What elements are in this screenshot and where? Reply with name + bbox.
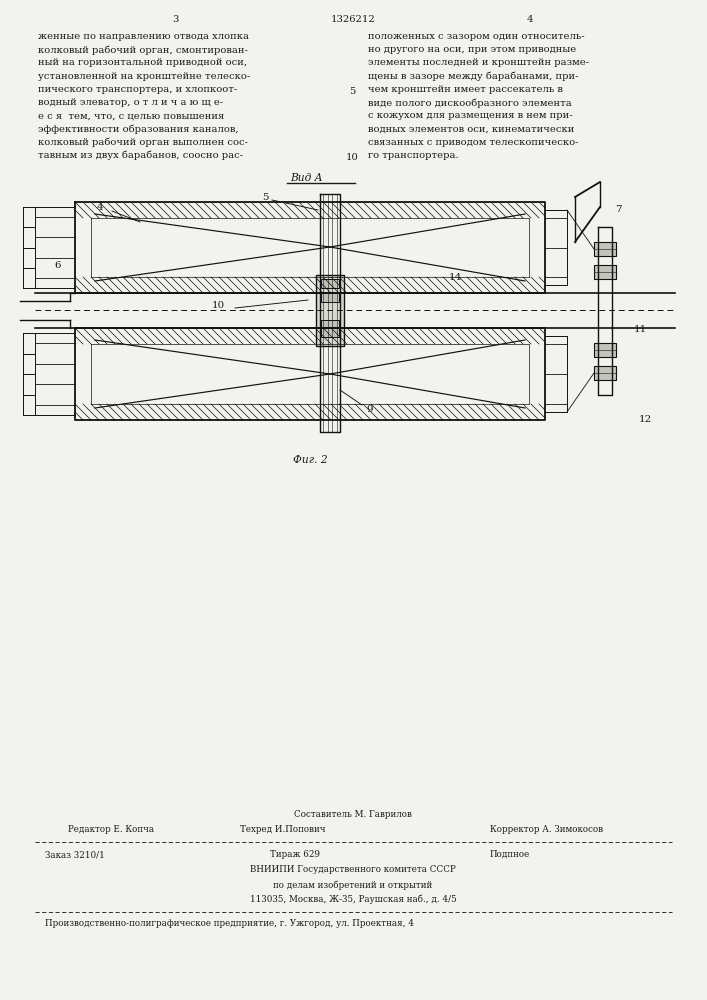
Text: колковый рабочий орган выполнен сос-: колковый рабочий орган выполнен сос-	[38, 138, 248, 147]
Bar	[594, 242, 616, 256]
Text: женные по направлению отвода хлопка: женные по направлению отвода хлопка	[38, 32, 249, 41]
Text: Техред И.Попович: Техред И.Попович	[240, 825, 325, 834]
Text: Корректор А. Зимокосов: Корректор А. Зимокосов	[490, 825, 603, 834]
Text: 4: 4	[97, 204, 103, 213]
Text: с кожухом для размещения в нем при-: с кожухом для размещения в нем при-	[368, 111, 573, 120]
Bar	[321, 293, 339, 302]
Text: щены в зазоре между барабанами, при-: щены в зазоре между барабанами, при-	[368, 72, 578, 81]
Text: пического транспортера, и хлопкоот-: пического транспортера, и хлопкоот-	[38, 85, 238, 94]
Text: Заказ 3210/1: Заказ 3210/1	[45, 850, 105, 859]
Text: е с я  тем, что, с целью повышения: е с я тем, что, с целью повышения	[38, 111, 224, 120]
Text: Составитель М. Гаврилов: Составитель М. Гаврилов	[294, 810, 412, 819]
Text: 10: 10	[211, 300, 225, 310]
Text: по делам изобретений и открытий: по делам изобретений и открытий	[274, 880, 433, 890]
Text: колковый рабочий орган, смонтирован-: колковый рабочий орган, смонтирован-	[38, 45, 248, 55]
Text: Фиг. 2: Фиг. 2	[293, 455, 327, 465]
Text: 14: 14	[448, 273, 462, 282]
Text: Редактор Е. Копча: Редактор Е. Копча	[68, 825, 154, 834]
Text: ный на горизонтальной приводной оси,: ный на горизонтальной приводной оси,	[38, 58, 247, 67]
Text: чем кронштейн имеет рассекатель в: чем кронштейн имеет рассекатель в	[368, 85, 563, 94]
Bar	[316, 275, 344, 346]
Bar	[321, 328, 339, 337]
Text: водных элементов оси, кинематически: водных элементов оси, кинематически	[368, 124, 574, 133]
Text: но другого на оси, при этом приводные: но другого на оси, при этом приводные	[368, 45, 576, 54]
Bar	[321, 279, 339, 288]
Text: 11: 11	[633, 326, 647, 334]
Text: 5: 5	[262, 192, 268, 202]
Text: водный элеватор, о т л и ч а ю щ е-: водный элеватор, о т л и ч а ю щ е-	[38, 98, 223, 107]
Text: виде полого дискообразного элемента: виде полого дискообразного элемента	[368, 98, 572, 107]
Text: 7: 7	[615, 206, 621, 215]
Text: Тираж 629: Тираж 629	[270, 850, 320, 859]
Text: 10: 10	[346, 153, 358, 162]
Text: 3: 3	[172, 15, 178, 24]
Bar	[321, 320, 339, 329]
Text: го транспортера.: го транспортера.	[368, 151, 459, 160]
Text: 113035, Москва, Ж-35, Раушская наб., д. 4/5: 113035, Москва, Ж-35, Раушская наб., д. …	[250, 895, 456, 904]
Text: 9: 9	[367, 406, 373, 414]
Text: Вид A: Вид A	[290, 173, 322, 183]
Text: 12: 12	[638, 416, 652, 424]
Text: положенных с зазором один относитель-: положенных с зазором один относитель-	[368, 32, 585, 41]
Text: элементы последней и кронштейн разме-: элементы последней и кронштейн разме-	[368, 58, 589, 67]
Text: установленной на кронштейне телеско-: установленной на кронштейне телеско-	[38, 72, 250, 81]
Text: 6: 6	[54, 260, 62, 269]
Text: 1326212: 1326212	[331, 15, 375, 24]
Text: 5: 5	[349, 87, 355, 96]
Text: Подпное: Подпное	[490, 850, 530, 859]
Text: тавным из двух барабанов, соосно рас-: тавным из двух барабанов, соосно рас-	[38, 151, 243, 160]
Bar	[594, 343, 616, 357]
Text: эффективности образования каналов,: эффективности образования каналов,	[38, 124, 239, 134]
Text: 4: 4	[527, 15, 533, 24]
Text: Производственно-полиграфическое предприятие, г. Ужгород, ул. Проектная, 4: Производственно-полиграфическое предприя…	[45, 919, 414, 928]
Text: ВНИИПИ Государственного комитета СССР: ВНИИПИ Государственного комитета СССР	[250, 865, 456, 874]
Bar	[594, 265, 616, 279]
Text: связанных с приводом телескопическо-: связанных с приводом телескопическо-	[368, 138, 578, 147]
Bar	[594, 366, 616, 380]
